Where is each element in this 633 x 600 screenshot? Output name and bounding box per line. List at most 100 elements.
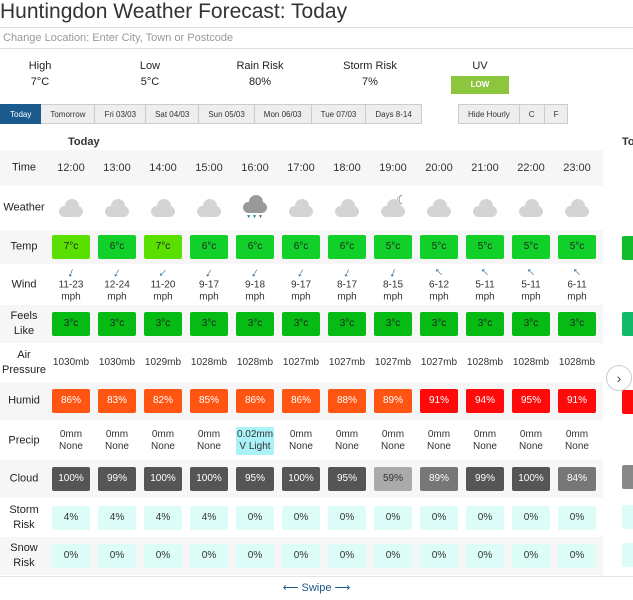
pressure-cell: 1030mb [52,357,90,368]
location-search-input[interactable]: Change Location: Enter City, Town or Pos… [0,27,633,49]
wind-speed: 11-20 [150,279,176,291]
precip-description: None [381,441,405,452]
storm-label: Storm Risk [343,60,397,72]
wind-cell: ↓ 6-12 mph [420,265,458,304]
row-label-storm: Storm Risk [9,504,39,531]
row-label-pressure: Air Pressure [1,349,47,376]
wind-speed: 9-18 [244,279,265,291]
wind-speed: 12-24 [104,279,130,291]
day-tabs: Today Tomorrow Fri 03/03 Sat 04/03 Sun 05/03… [0,104,422,124]
humid-cell: 88% [328,389,366,413]
precip-cell: 0mm None [558,427,596,455]
storm-cell: 0% [282,506,320,530]
humid-cell: 91% [558,389,596,413]
chevron-right-icon: › [616,370,622,386]
storm-cell: 0% [558,506,596,530]
storm-value: 7% [362,76,378,88]
wind-cell: ↓ 8-17 mph [328,264,366,304]
option-c[interactable]: C [519,104,545,124]
row-label-precip: Precip [8,434,40,447]
snow-cell: 0% [558,544,596,568]
day-label: Today [68,136,100,148]
option-f[interactable]: F [544,104,569,124]
next-day-cell [622,390,633,414]
uv-label: UV [472,60,488,72]
feels-cell: 3°c [558,312,596,336]
temp-cell: 7°c [52,235,90,259]
time-cell: 20:00 [425,162,453,174]
wind-direction-arrow-icon: ↓ [387,263,399,281]
time-cell: 22:00 [517,162,545,174]
tab-sat-04-03[interactable]: Sat 04/03 [146,104,200,124]
precip-cell: 0mm None [512,427,550,455]
next-day-preview [612,150,633,575]
precip-cell: 0mm None [466,427,504,455]
cloud-cell: 99% [98,467,136,491]
precip-description: None [59,441,83,452]
precip-amount: 0mm [565,429,589,440]
next-day-cell [622,236,633,260]
pressure-cell: 1028mb [466,357,504,368]
weather-cell [466,199,504,217]
precip-description: None [473,441,497,452]
temp-cell: 5°c [512,235,550,259]
precip-cell: 0mm None [374,427,412,455]
row-snow: Snow Risk 0% 0% 0% 0% 0% 0% 0% 0% 0% 0% 0% 0% [0,537,603,575]
cloud-cell: 59% [374,467,412,491]
tab-fri-03-03[interactable]: Fri 03/03 [95,104,147,124]
wind-unit: mph [61,291,81,303]
row-label-temp: Temp [10,240,38,253]
wind-direction-arrow-icon: ↓ [202,263,216,281]
weather-cell: ▼▼▼ [236,195,274,221]
wind-direction-arrow-icon: ↓ [569,265,585,281]
tab-days-8-14[interactable]: Days 8-14 [366,104,422,124]
cloud-cell: 95% [328,467,366,491]
high-label: High [28,60,52,72]
precip-amount: 0mm [105,429,129,440]
row-feels: Feels Like 3°c 3°c 3°c 3°c 3°c 3°c 3°c 3°c 3°c 3°c… [0,305,603,343]
wind-cell: ↓ 8-15 mph [374,263,412,304]
wind-direction-arrow-icon: ↓ [155,264,171,280]
precip-description: None [197,441,221,452]
tab-tomorrow[interactable]: Tomorrow [41,104,96,124]
precip-amount: 0mm [289,429,313,440]
summary-high: High 7°C [0,60,80,88]
cloud-icon [563,199,591,217]
precip-cell: 0mm None [328,427,366,455]
weather-cell [190,199,228,217]
cloud-cell: 100% [282,467,320,491]
wind-direction-arrow-icon: ↓ [65,263,77,281]
wind-unit: mph [199,291,219,303]
option-hide-hourly[interactable]: Hide Hourly [458,104,520,124]
row-label-weather: Weather [3,201,45,214]
precip-amount: 0mm [519,429,543,440]
tab-mon-06-03[interactable]: Mon 06/03 [254,104,312,124]
snow-cell: 0% [190,544,228,568]
low-value: 5°C [140,76,160,88]
cloud-icon [195,199,223,217]
wind-cell: ↓ 9-17 mph [282,263,320,304]
precip-amount: 0mm [427,429,451,440]
storm-cell: 4% [190,506,228,530]
precip-cell: 0mm None [190,427,228,455]
humid-cell: 91% [420,389,458,413]
next-day-button[interactable]: › [606,365,632,391]
precip-amount: 0mm [59,429,83,440]
storm-cell: 0% [374,506,412,530]
humid-cell: 89% [374,389,412,413]
tab-tue-07-03[interactable]: Tue 07/03 [311,104,367,124]
temp-cell: 7°c [144,235,182,259]
pressure-cell: 1027mb [282,357,320,368]
temp-cell: 5°c [420,235,458,259]
wind-direction-arrow-icon: ↓ [477,265,493,281]
wind-speed: 11-23 [58,279,84,291]
moon-icon: ☾ [396,193,407,207]
wind-unit: mph [153,291,173,303]
tab-sun-05-03[interactable]: Sun 05/03 [199,104,255,124]
wind-direction-arrow-icon: ↓ [248,263,262,281]
time-cell: 23:00 [563,162,591,174]
tab-today[interactable]: Today [0,104,42,124]
wind-direction-arrow-icon: ↓ [294,263,308,281]
wind-unit: mph [383,291,403,303]
temp-cell: 6°c [236,235,274,259]
